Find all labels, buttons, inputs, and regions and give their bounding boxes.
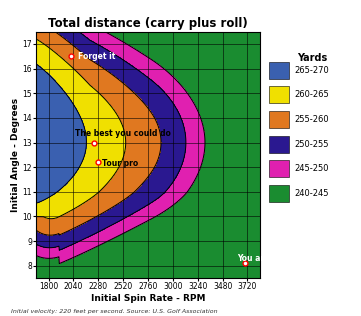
Bar (269, 185, 289, 202)
Title: Total distance (carry plus roll): Total distance (carry plus roll) (48, 17, 248, 30)
Bar (269, 136, 289, 153)
Text: 265-270: 265-270 (294, 66, 329, 75)
Text: 250-255: 250-255 (294, 140, 329, 149)
Bar (269, 62, 289, 79)
Bar (269, 111, 289, 128)
Text: Initial velocity: 220 feet per second. Source: U.S. Golf Association: Initial velocity: 220 feet per second. S… (11, 309, 217, 314)
Bar (269, 160, 289, 177)
Text: The best you could do: The best you could do (75, 129, 171, 138)
Text: 255-260: 255-260 (294, 115, 329, 124)
Text: Forget it: Forget it (78, 52, 115, 61)
Y-axis label: Initial Angle - Degrees: Initial Angle - Degrees (10, 98, 19, 212)
Text: You are here: You are here (237, 254, 292, 263)
X-axis label: Initial Spin Rate - RPM: Initial Spin Rate - RPM (91, 294, 205, 303)
Text: 245-250: 245-250 (294, 164, 329, 173)
Text: Yards: Yards (297, 53, 327, 63)
Text: 260-265: 260-265 (294, 90, 329, 99)
Text: 240-245: 240-245 (294, 189, 329, 198)
Bar (269, 86, 289, 103)
Text: Tour pro: Tour pro (103, 159, 139, 168)
